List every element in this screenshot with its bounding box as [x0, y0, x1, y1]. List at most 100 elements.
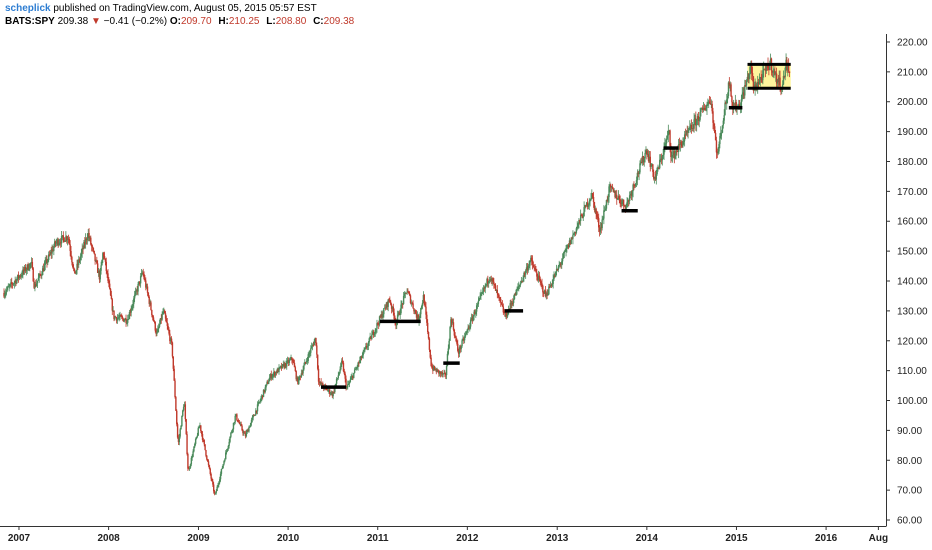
candle-body — [233, 422, 236, 424]
candle-body — [616, 194, 618, 200]
candle-body — [183, 404, 186, 407]
candle-body — [134, 291, 137, 295]
candle-body — [475, 311, 477, 315]
candle-body — [16, 278, 18, 284]
candle-body — [505, 312, 507, 317]
candle-body — [78, 259, 80, 265]
candle-body — [628, 200, 630, 202]
candle-body — [5, 292, 7, 295]
candle-body — [343, 371, 346, 374]
candle-body — [8, 285, 10, 287]
candle-body — [335, 383, 337, 387]
candle-body — [54, 241, 57, 244]
candle-body — [78, 259, 81, 261]
candle-body — [336, 378, 339, 379]
candle-body — [35, 284, 37, 287]
candle-body — [274, 371, 276, 376]
candle-body — [654, 177, 657, 180]
candle-body — [521, 280, 523, 282]
candle-body — [366, 346, 369, 348]
candle-body — [102, 253, 104, 260]
candle-body — [107, 273, 109, 281]
candle-body — [116, 317, 119, 321]
candle-body — [512, 299, 515, 303]
candle-body — [432, 368, 434, 371]
candle-body — [458, 347, 461, 354]
candle-body — [211, 478, 213, 481]
candle-body — [170, 338, 172, 342]
candle-body — [644, 153, 646, 159]
candle-body — [417, 314, 419, 323]
candle-body — [512, 302, 514, 304]
candle-body — [293, 362, 296, 368]
candle-body — [646, 150, 648, 155]
candle-body — [675, 150, 677, 154]
candle-body — [659, 158, 662, 160]
candle-body — [435, 369, 437, 373]
candle-body — [566, 247, 568, 249]
candle-body — [98, 271, 101, 280]
candle-body — [176, 410, 178, 425]
candle-body — [329, 393, 332, 395]
candle-body — [128, 312, 131, 319]
candle-body — [389, 300, 391, 302]
candle-body — [96, 263, 99, 273]
candle-body — [373, 333, 376, 336]
candle-body — [334, 386, 336, 393]
candle-body — [89, 237, 91, 239]
candle-body — [560, 263, 562, 265]
candle-body — [63, 237, 65, 242]
candle-body — [671, 154, 674, 157]
candle-body — [280, 365, 282, 367]
candle-body — [415, 313, 418, 318]
candle-body — [53, 246, 55, 251]
candle-body — [408, 291, 410, 294]
candle-body — [549, 286, 551, 288]
candle-body — [454, 335, 456, 337]
candle-body — [7, 286, 9, 288]
candle-body — [386, 302, 388, 307]
candle-body — [95, 260, 97, 262]
candle-body — [523, 272, 525, 278]
candle-body — [195, 436, 198, 439]
candle-body — [593, 202, 596, 211]
candle-body — [246, 430, 248, 433]
candle-body — [136, 290, 138, 292]
candle-body — [360, 356, 363, 359]
candle-body — [329, 389, 331, 394]
candle-body — [179, 429, 181, 437]
candle-body — [392, 306, 395, 313]
candle-body — [447, 348, 450, 354]
candle-body — [145, 280, 147, 288]
candle-body — [515, 290, 517, 296]
candle-body — [440, 372, 443, 374]
candle-body — [247, 430, 249, 432]
candle-body — [381, 314, 383, 318]
candle-body — [413, 308, 415, 312]
candle-body — [514, 293, 517, 296]
candle-body — [752, 76, 755, 91]
candle-body — [656, 168, 658, 175]
candle-body — [140, 273, 143, 277]
author-link[interactable]: scheplick — [5, 3, 51, 14]
candle-body — [421, 302, 424, 307]
candle-body — [582, 216, 584, 218]
candle-body — [338, 372, 340, 376]
candle-body — [378, 323, 380, 325]
candle-body — [77, 263, 79, 265]
candle-body — [414, 310, 417, 314]
candle-body — [464, 333, 467, 337]
candle-body — [191, 456, 193, 458]
candle-body — [166, 322, 168, 326]
candle-body — [96, 260, 98, 264]
candle-body — [642, 155, 645, 163]
candle-body — [314, 337, 316, 341]
candle-body — [100, 265, 102, 271]
candle-body — [677, 151, 679, 153]
candle-body — [570, 237, 572, 245]
candle-body — [543, 290, 546, 294]
candle-body — [501, 304, 504, 307]
candle-body — [479, 295, 481, 299]
candle-body — [312, 345, 315, 346]
